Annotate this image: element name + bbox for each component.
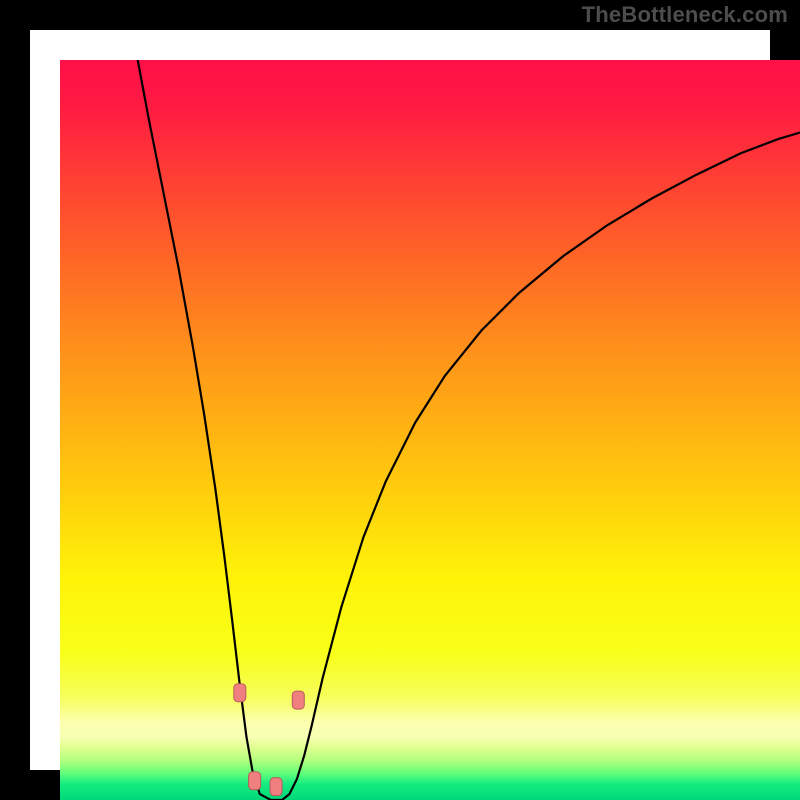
data-marker-2 xyxy=(270,778,282,796)
plot-svg xyxy=(60,60,800,800)
data-marker-3 xyxy=(292,691,304,709)
gradient-background xyxy=(60,60,800,800)
chart-frame xyxy=(0,0,800,800)
plot-area xyxy=(60,60,800,800)
data-marker-1 xyxy=(249,772,261,790)
chart-container: TheBottleneck.com xyxy=(0,0,800,800)
watermark-text: TheBottleneck.com xyxy=(582,2,788,28)
data-marker-0 xyxy=(234,684,246,702)
